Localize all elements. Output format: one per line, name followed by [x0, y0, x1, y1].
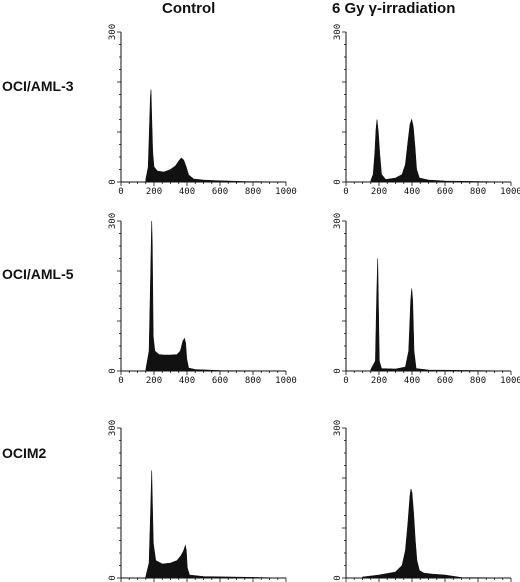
panel-5-y-tick-label: 300	[333, 420, 343, 436]
panel-2-y-tick-label: 0	[108, 368, 118, 373]
panel-2-x-tick-label: 400	[179, 376, 195, 386]
panel-2-x-tick-label: 800	[245, 376, 261, 386]
panel-1-x-tick-label: 200	[371, 187, 387, 197]
panel-3-x-tick-label: 200	[371, 376, 387, 386]
column-title-irradiation: 6 Gy γ-irradiation	[332, 0, 456, 17]
panel-1-y-tick-label: 0	[333, 179, 343, 184]
panel-4-y-tick-label: 0	[108, 575, 118, 580]
panel-0-x-tick-label: 800	[245, 187, 261, 197]
panel-3-x-tick-label: 800	[470, 376, 486, 386]
panel-2-y-tick-label: 300	[108, 213, 118, 229]
panel-1-x-tick-label: 600	[437, 187, 453, 197]
column-title-control: Control	[162, 0, 216, 17]
panel-0-x-tick-label: 0	[118, 187, 123, 197]
panel-2-x-tick-label: 200	[146, 376, 162, 386]
panel-3-x-tick-label: 600	[437, 376, 453, 386]
panel-3-histogram-area	[370, 258, 512, 372]
panel-1-x-tick-label: 0	[343, 187, 348, 197]
panel-4-histogram-area	[145, 470, 287, 579]
panel-4-y-tick-label: 300	[108, 420, 118, 436]
panel-0-y-tick-label: 0	[108, 179, 118, 184]
panel-1-x-tick-label: 1000	[500, 187, 520, 197]
panel-2-x-tick-label: 0	[118, 376, 123, 386]
panel-0-x-tick-label: 200	[146, 187, 162, 197]
panel-5-y-tick-label: 0	[333, 575, 343, 580]
row-label-ocim2: OCIM2	[2, 445, 47, 461]
panel-1-x-tick-label: 400	[404, 187, 420, 197]
panel-0-histogram-area	[145, 89, 287, 183]
panel-5-histogram-area	[362, 488, 512, 579]
panel-1-x-tick-label: 800	[470, 187, 486, 197]
panel-0-x-tick-label: 400	[179, 187, 195, 197]
panel-3-x-tick-label: 400	[404, 376, 420, 386]
panel-0-x-tick-label: 1000	[275, 187, 297, 197]
panel-3-x-tick-label: 0	[343, 376, 348, 386]
row-label-oci-aml-5: OCI/AML-5	[2, 266, 74, 282]
panel-1-histogram-area	[370, 118, 512, 183]
panel-2-histogram-area	[145, 220, 287, 372]
panel-0-y-tick-label: 300	[108, 24, 118, 40]
panel-3-x-tick-label: 1000	[500, 376, 520, 386]
panel-2-x-tick-label: 1000	[275, 376, 297, 386]
panel-3-y-tick-label: 0	[333, 368, 343, 373]
row-label-oci-aml-3: OCI/AML-3	[2, 78, 74, 94]
panel-0-x-tick-label: 600	[212, 187, 228, 197]
panel-2-x-tick-label: 600	[212, 376, 228, 386]
panel-3-y-tick-label: 300	[333, 213, 343, 229]
panel-1-y-tick-label: 300	[333, 24, 343, 40]
